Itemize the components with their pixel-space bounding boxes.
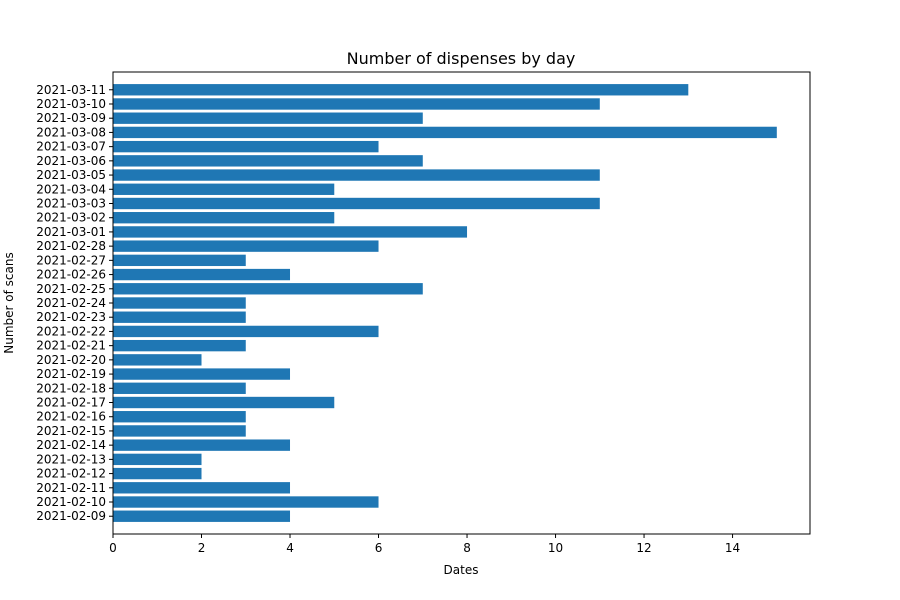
x-axis-label: Dates (444, 563, 479, 577)
y-axis-ticks: 2021-02-092021-02-102021-02-112021-02-12… (36, 83, 113, 523)
y-axis-label: Number of scans (2, 252, 16, 353)
y-tick-label: 2021-02-12 (36, 467, 106, 481)
bar (113, 467, 202, 480)
bar (113, 439, 291, 451)
bar (113, 325, 379, 338)
y-tick-label: 2021-03-11 (36, 83, 106, 97)
bar (113, 126, 777, 139)
plot-frame (112, 71, 811, 535)
bars-group (113, 84, 777, 522)
y-tick-label: 2021-02-23 (36, 310, 106, 324)
x-axis-ticks: 0 2 4 6 8 10 12 14 (109, 534, 740, 555)
bar (113, 98, 600, 110)
bar (113, 155, 423, 167)
y-tick-label: 2021-02-17 (36, 396, 106, 410)
bar (113, 268, 291, 281)
y-tick-label: 2021-03-06 (36, 154, 106, 168)
y-tick-label: 2021-02-09 (36, 509, 106, 523)
bar (113, 212, 335, 224)
x-tick-label: 4 (286, 541, 294, 555)
bar (113, 140, 379, 153)
y-tick-label: 2021-02-15 (36, 424, 106, 438)
bar (113, 411, 246, 423)
bar (113, 354, 202, 366)
bar (113, 84, 689, 96)
y-tick-label: 2021-02-27 (36, 253, 106, 267)
y-tick-label: 2021-03-10 (36, 97, 106, 111)
bar (113, 283, 423, 295)
y-tick-label: 2021-03-05 (36, 168, 106, 182)
y-tick-label: 2021-02-21 (36, 339, 106, 353)
bar (113, 368, 291, 380)
bar (113, 339, 246, 352)
y-tick-label: 2021-02-18 (36, 381, 106, 395)
bar (113, 382, 246, 394)
bar (113, 169, 600, 181)
bar (113, 297, 246, 309)
y-tick-label: 2021-02-22 (36, 324, 106, 338)
y-tick-label: 2021-02-13 (36, 452, 106, 466)
y-tick-label: 2021-02-24 (36, 296, 106, 310)
x-tick-label: 8 (463, 541, 471, 555)
x-tick-label: 6 (375, 541, 383, 555)
y-tick-label: 2021-03-09 (36, 111, 106, 125)
x-tick-label: 14 (725, 541, 740, 555)
y-tick-label: 2021-03-04 (36, 182, 106, 196)
bar (113, 197, 600, 210)
x-tick-label: 12 (636, 541, 651, 555)
y-tick-label: 2021-02-11 (36, 481, 106, 495)
bar (113, 453, 202, 466)
x-tick-label: 2 (198, 541, 206, 555)
bar (113, 226, 468, 238)
bar (113, 311, 246, 323)
bar (113, 396, 335, 409)
chart-title: Number of dispenses by day (347, 49, 576, 68)
bar (113, 425, 246, 437)
y-tick-label: 2021-02-25 (36, 282, 106, 296)
y-tick-label: 2021-02-19 (36, 367, 106, 381)
y-tick-label: 2021-02-26 (36, 268, 106, 282)
y-tick-label: 2021-03-03 (36, 196, 106, 210)
bar (113, 112, 423, 124)
bar (113, 183, 335, 195)
y-tick-label: 2021-02-16 (36, 410, 106, 424)
y-tick-label: 2021-02-20 (36, 353, 106, 367)
y-tick-label: 2021-03-07 (36, 140, 106, 154)
x-tick-label: 0 (109, 541, 117, 555)
y-tick-label: 2021-02-10 (36, 495, 106, 509)
bar (113, 240, 379, 252)
x-tick-label: 10 (548, 541, 563, 555)
y-tick-label: 2021-02-14 (36, 438, 106, 452)
bar (113, 496, 379, 508)
y-tick-label: 2021-03-02 (36, 211, 106, 225)
bar (113, 482, 291, 494)
y-tick-label: 2021-03-08 (36, 125, 106, 139)
y-tick-label: 2021-03-01 (36, 225, 106, 239)
y-tick-label: 2021-02-28 (36, 239, 106, 253)
bar (113, 510, 291, 522)
bar (113, 254, 246, 267)
